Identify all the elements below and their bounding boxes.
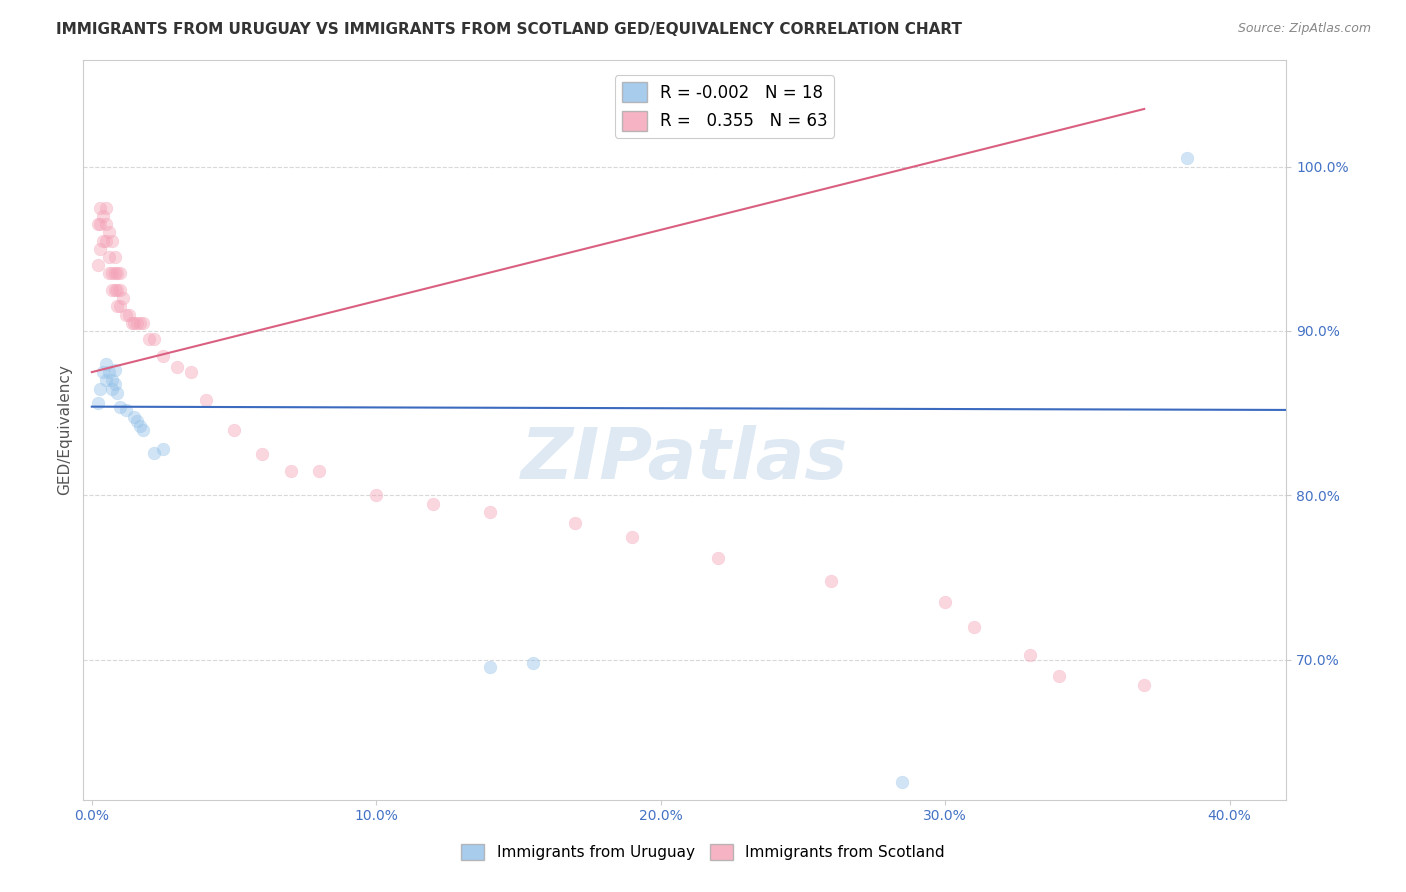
Point <box>94 373 117 387</box>
Point <box>706 551 728 566</box>
Point <box>112 291 135 305</box>
Point <box>100 283 122 297</box>
Point <box>91 234 114 248</box>
Point <box>86 396 108 410</box>
Point <box>127 414 149 428</box>
Point <box>100 234 122 248</box>
Point <box>118 308 141 322</box>
Point <box>103 363 125 377</box>
Point <box>152 442 174 457</box>
Point <box>152 349 174 363</box>
Point <box>143 446 166 460</box>
Point <box>121 316 143 330</box>
Point <box>308 464 330 478</box>
Point <box>621 530 644 544</box>
Point <box>110 267 132 281</box>
Point <box>110 283 132 297</box>
Point <box>891 774 914 789</box>
Point <box>115 308 138 322</box>
Point <box>132 316 155 330</box>
Point <box>89 382 111 396</box>
Legend: R = -0.002   N = 18, R =   0.355   N = 63: R = -0.002 N = 18, R = 0.355 N = 63 <box>614 75 834 137</box>
Point <box>820 574 842 588</box>
Point <box>422 497 444 511</box>
Point <box>107 386 129 401</box>
Point <box>194 393 217 408</box>
Point <box>89 242 111 256</box>
Point <box>97 365 120 379</box>
Point <box>100 382 122 396</box>
Point <box>1019 648 1042 662</box>
Point <box>94 234 117 248</box>
Point <box>110 299 132 313</box>
Point <box>107 267 129 281</box>
Point <box>132 423 155 437</box>
Point <box>934 595 956 609</box>
Text: IMMIGRANTS FROM URUGUAY VS IMMIGRANTS FROM SCOTLAND GED/EQUIVALENCY CORRELATION : IMMIGRANTS FROM URUGUAY VS IMMIGRANTS FR… <box>56 22 962 37</box>
Text: ZIPatlas: ZIPatlas <box>522 425 849 494</box>
Point <box>252 447 274 461</box>
Point <box>479 505 502 519</box>
Point <box>1175 151 1198 165</box>
Point <box>124 316 146 330</box>
Point <box>522 657 544 671</box>
Legend: Immigrants from Uruguay, Immigrants from Scotland: Immigrants from Uruguay, Immigrants from… <box>456 838 950 866</box>
Point <box>86 217 108 231</box>
Point <box>86 258 108 272</box>
Point <box>1047 669 1070 683</box>
Point <box>143 332 166 346</box>
Point <box>97 225 120 239</box>
Point <box>166 360 188 375</box>
Point <box>100 267 122 281</box>
Point <box>124 409 146 424</box>
Point <box>115 403 138 417</box>
Point <box>89 201 111 215</box>
Point <box>103 376 125 391</box>
Point <box>129 419 152 434</box>
Point <box>1133 678 1156 692</box>
Point <box>89 217 111 231</box>
Point <box>107 299 129 313</box>
Point <box>127 316 149 330</box>
Point <box>91 365 114 379</box>
Point <box>180 365 202 379</box>
Point <box>479 659 502 673</box>
Point <box>103 267 125 281</box>
Point <box>366 488 388 502</box>
Point <box>110 400 132 414</box>
Point <box>94 357 117 371</box>
Text: Source: ZipAtlas.com: Source: ZipAtlas.com <box>1237 22 1371 36</box>
Point <box>129 316 152 330</box>
Point <box>564 516 586 531</box>
Point <box>91 209 114 223</box>
Point <box>222 423 245 437</box>
Point <box>103 250 125 264</box>
Point <box>94 217 117 231</box>
Point <box>280 464 302 478</box>
Y-axis label: GED/Equivalency: GED/Equivalency <box>58 364 72 495</box>
Point <box>97 250 120 264</box>
Point <box>94 201 117 215</box>
Point <box>103 283 125 297</box>
Point <box>97 267 120 281</box>
Point <box>100 373 122 387</box>
Point <box>107 283 129 297</box>
Point <box>138 332 160 346</box>
Point <box>962 620 984 634</box>
